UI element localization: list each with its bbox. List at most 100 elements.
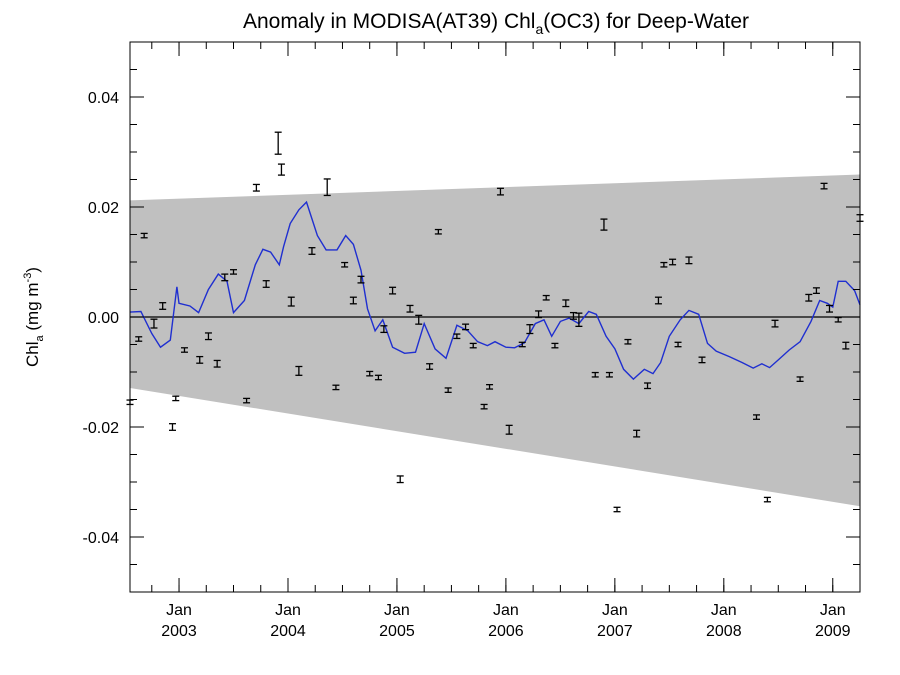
error-bar	[150, 318, 158, 329]
error-bar	[287, 296, 295, 307]
error-bar	[366, 370, 374, 377]
y-tick-label: 0.00	[88, 310, 119, 327]
error-bar	[434, 228, 442, 235]
x-tick-month-label: Jan	[275, 602, 301, 619]
error-bar	[600, 218, 608, 231]
error-bar	[415, 314, 423, 325]
error-bar	[505, 424, 513, 435]
error-bar	[763, 496, 771, 503]
error-bar	[674, 341, 682, 348]
error-bar	[486, 383, 494, 390]
error-bar	[453, 333, 461, 340]
error-bar	[380, 325, 388, 334]
error-bar	[613, 506, 621, 513]
error-bar	[633, 429, 641, 438]
error-bar	[469, 342, 477, 349]
error-bar	[825, 304, 833, 313]
anomaly-series-line	[129, 200, 861, 381]
error-bar	[575, 312, 583, 328]
y-tick-label: -0.02	[83, 420, 120, 437]
x-tick-year-label: 2003	[161, 623, 197, 640]
error-bar	[805, 293, 813, 302]
x-tick-year-label: 2007	[597, 623, 633, 640]
error-bar	[230, 269, 238, 275]
x-tick-month-label: Jan	[166, 602, 192, 619]
x-tick-month-label: Jan	[493, 602, 519, 619]
y-axis-label: Chla (mg m-3)	[22, 267, 46, 367]
error-bar	[323, 178, 331, 197]
error-bar	[496, 187, 504, 196]
error-bar	[140, 232, 148, 239]
error-bar	[820, 182, 828, 190]
error-bar	[535, 310, 543, 319]
y-tick-label: 0.02	[88, 200, 119, 217]
y-axis: 0.04 0.02 0.00 -0.02 -0.04	[83, 41, 860, 593]
x-tick-year-label: 2005	[379, 623, 415, 640]
error-bar	[213, 359, 221, 368]
x-tick-month-label: Jan	[711, 602, 737, 619]
error-bar	[660, 261, 668, 268]
error-bar	[295, 365, 303, 376]
error-bar	[624, 338, 632, 345]
error-bar	[698, 356, 706, 364]
error-bar	[462, 323, 470, 331]
y-axis-label-main: Chl	[23, 341, 42, 367]
error-bar	[752, 414, 760, 420]
x-tick-month-label: Jan	[820, 602, 846, 619]
error-bar	[389, 286, 397, 295]
y-axis-label-superscript: -3	[22, 273, 34, 283]
error-bar	[669, 258, 677, 266]
error-bar	[551, 342, 559, 349]
x-tick-year-label: 2008	[706, 623, 742, 640]
x-tick-month-label: Jan	[384, 602, 410, 619]
error-bar	[426, 363, 434, 370]
error-bar	[605, 371, 613, 378]
y-axis-label-unit: (mg m	[23, 282, 42, 335]
chart-title-main: Anomaly in MODISA(AT39) Chl	[243, 10, 536, 33]
chart-title-subscript: a	[535, 21, 543, 37]
error-bar	[644, 382, 652, 390]
y-axis-label-unit-end: )	[23, 267, 42, 273]
error-bar	[135, 336, 143, 342]
x-tick-year-label: 2006	[488, 623, 524, 640]
chart-title: Anomaly in MODISA(AT39) Chla(OC3) for De…	[243, 10, 749, 37]
error-bar	[834, 316, 842, 323]
error-bar	[341, 261, 349, 268]
error-bar	[159, 302, 167, 310]
error-bar	[526, 324, 534, 335]
error-bar	[796, 376, 804, 383]
error-bar	[357, 275, 365, 284]
error-bar	[591, 371, 599, 378]
error-bar	[204, 332, 212, 341]
error-bar	[308, 247, 316, 255]
error-bar	[168, 423, 176, 431]
x-tick-month-label: Jan	[602, 602, 628, 619]
y-axis-label-subscript: a	[34, 334, 46, 341]
error-bar	[480, 403, 488, 410]
error-bars	[126, 131, 864, 513]
error-bar	[274, 131, 282, 155]
x-axis: Jan 2003 Jan 2004 Jan 2005 Jan 2006 Jan 2007 Jan 20…	[151, 42, 861, 640]
error-bar	[374, 374, 382, 381]
y-tick-label: -0.04	[83, 530, 120, 547]
error-bar	[196, 355, 204, 364]
error-bar	[518, 341, 526, 348]
error-bar	[396, 475, 404, 484]
confidence-band	[130, 174, 860, 507]
error-bar	[349, 296, 357, 305]
error-bar	[542, 294, 550, 301]
error-bar	[180, 347, 188, 353]
error-bar	[654, 296, 662, 305]
error-bar	[685, 256, 693, 265]
error-bar	[444, 387, 452, 394]
y-tick-label: 0.04	[88, 90, 119, 107]
error-bar	[406, 304, 414, 313]
chart-title-suffix: (OC3) for Deep-Water	[543, 10, 749, 33]
error-bar	[812, 287, 820, 295]
x-tick-year-label: 2009	[815, 623, 851, 640]
error-bar	[277, 163, 285, 176]
error-bar	[771, 319, 779, 328]
error-bar	[221, 273, 229, 282]
error-bar	[172, 395, 180, 402]
plot-area	[126, 41, 864, 593]
